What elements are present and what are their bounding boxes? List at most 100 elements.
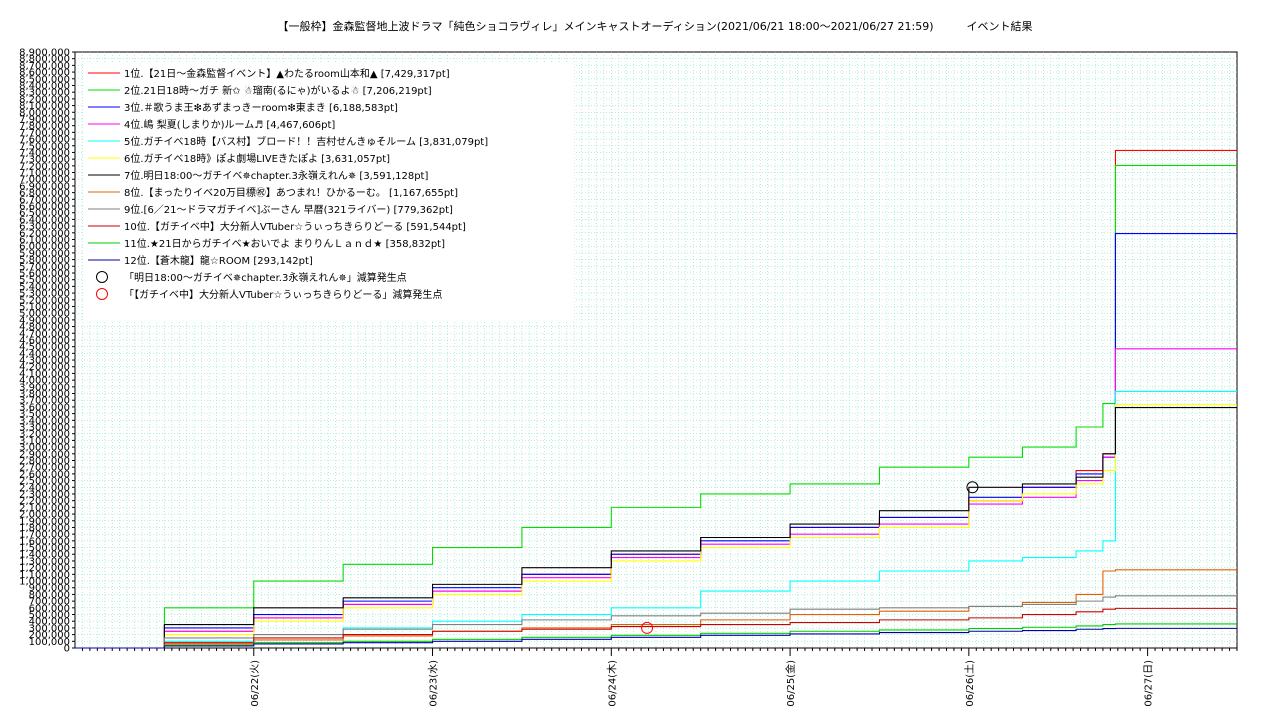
- y-tick-label: 2,500,000: [19, 476, 70, 487]
- chart-title: 【一般枠】金森監督地上波ドラマ「純色ショコラヴィレ」メインキャストオーディション…: [277, 19, 1032, 33]
- y-tick-label: 6,400,000: [19, 215, 70, 226]
- y-tick-label: 7,300,000: [19, 155, 70, 166]
- y-tick-label: 400,000: [29, 617, 70, 628]
- series-line: [75, 595, 1237, 649]
- y-tick-label: 6,100,000: [19, 235, 70, 246]
- series-line: [75, 569, 1237, 649]
- legend-entry: 9位.[6／21～ドラマガチイベ]ぶーさん 早暦(321ライバー) [779,3…: [124, 203, 453, 216]
- y-tick-label: 1,900,000: [19, 516, 70, 527]
- y-tick-label: 5,300,000: [19, 289, 70, 300]
- legend-box: [84, 62, 574, 320]
- y-tick-label: 7,400,000: [19, 148, 70, 159]
- y-tick-label: 8,800,000: [19, 54, 70, 65]
- y-tick-label: 1,200,000: [19, 563, 70, 574]
- legend: 1位.【21日～金森監督イベント】▲わたるroom山本和▲ [7,429,317…: [84, 62, 574, 320]
- y-tick-label: 4,000,000: [19, 376, 70, 387]
- y-tick-label: 3,800,000: [19, 389, 70, 400]
- x-axis-ticks: 06/22(火) 06/23(水) 06/24(木) 06/25(金) 06/26(土)…: [81, 648, 1238, 707]
- y-tick-label: 800,000: [29, 590, 70, 601]
- y-tick-label: 4,800,000: [19, 322, 70, 333]
- x-tick-label: 06/24(木): [606, 660, 618, 707]
- y-tick-label: 1,800,000: [19, 523, 70, 534]
- y-tick-label: 4,100,000: [19, 369, 70, 380]
- y-tick-label: 200,000: [29, 630, 70, 641]
- y-axis-ticks: 0100,000200,000300,000400,000500,000600,…: [19, 48, 75, 655]
- y-tick-label: 700,000: [29, 597, 70, 608]
- legend-entry: 1位.【21日～金森監督イベント】▲わたるroom山本和▲ [7,429,317…: [124, 67, 450, 80]
- y-tick-label: 1,300,000: [19, 556, 70, 567]
- y-tick-label: 8,700,000: [19, 61, 70, 72]
- y-tick-label: 2,200,000: [19, 496, 70, 507]
- y-tick-label: 5,200,000: [19, 295, 70, 306]
- y-tick-label: 6,200,000: [19, 228, 70, 239]
- y-tick-label: 500,000: [29, 610, 70, 621]
- y-tick-label: 3,400,000: [19, 416, 70, 427]
- y-tick-label: 3,100,000: [19, 436, 70, 447]
- x-tick-label: 06/26(土): [963, 660, 976, 707]
- y-tick-label: 2,600,000: [19, 469, 70, 480]
- legend-entry: 12位.【蒼木龍】龍☆ROOM [293,142pt]: [124, 254, 313, 267]
- y-tick-label: 8,000,000: [19, 108, 70, 119]
- y-tick-label: 4,900,000: [19, 315, 70, 326]
- y-tick-label: 3,500,000: [19, 409, 70, 420]
- legend-entry: 3位.＃歌うま王❇あずまっきーroom❇東まき [6,188,583pt]: [124, 101, 398, 114]
- y-tick-label: 1,500,000: [19, 543, 70, 554]
- y-tick-label: 1,400,000: [19, 550, 70, 561]
- x-tick-label: 06/27(日): [1144, 660, 1155, 707]
- y-tick-label: 300,000: [29, 623, 70, 634]
- y-tick-label: 4,700,000: [19, 329, 70, 340]
- y-tick-label: 4,500,000: [19, 342, 70, 353]
- deduction-marker: [641, 621, 654, 634]
- legend-marker-entry: 「明日18:00～ガチイベ✵chapter.3永嶺えれん✵」減算発生点: [124, 271, 407, 284]
- y-tick-label: 2,000,000: [19, 510, 70, 521]
- y-tick-label: 3,200,000: [19, 429, 70, 440]
- y-tick-label: 7,900,000: [19, 114, 70, 125]
- series-line: [75, 607, 1237, 649]
- y-tick-label: 6,300,000: [19, 222, 70, 233]
- y-tick-label: 6,900,000: [19, 181, 70, 192]
- y-tick-label: 5,400,000: [19, 282, 70, 293]
- deduction-marker: [966, 481, 979, 494]
- y-tick-label: 5,800,000: [19, 255, 70, 266]
- y-tick-label: 3,700,000: [19, 396, 70, 407]
- y-tick-label: 7,000,000: [19, 175, 70, 186]
- y-tick-label: 5,000,000: [19, 309, 70, 320]
- y-tick-label: 600,000: [29, 603, 70, 614]
- y-tick-label: 3,600,000: [19, 402, 70, 413]
- series-lines: [75, 149, 1237, 649]
- y-tick-label: 6,600,000: [19, 202, 70, 213]
- y-tick-label: 2,100,000: [19, 503, 70, 514]
- y-tick-label: 7,500,000: [19, 141, 70, 152]
- y-tick-label: 8,100,000: [19, 101, 70, 112]
- y-tick-label: 4,600,000: [19, 335, 70, 346]
- y-tick-label: 6,700,000: [19, 195, 70, 206]
- y-tick-label: 8,300,000: [19, 88, 70, 99]
- y-tick-label: 2,900,000: [19, 449, 70, 460]
- y-tick-label: 5,900,000: [19, 248, 70, 259]
- legend-marker-entry: 「【ガチイベ中】大分新人VTuber☆うぃっちきらりどーる」減算発生点: [124, 288, 442, 301]
- deduction-markers: [641, 481, 979, 634]
- y-tick-label: 5,600,000: [19, 268, 70, 279]
- y-tick-label: 4,300,000: [19, 356, 70, 367]
- legend-marker: [96, 271, 108, 283]
- legend-entry: 8位.【まったりイベ20万目標㊗】あつまれ！ひかるーむ。 [1,167,655p…: [124, 186, 458, 199]
- y-tick-label: 100,000: [29, 637, 70, 648]
- y-tick-label: 2,300,000: [19, 489, 70, 500]
- y-tick-label: 2,700,000: [19, 463, 70, 474]
- legend-entry: 11位.★21日からガチイベ★おいでよ まりりんＬａｎｄ★ [358,832pt…: [124, 237, 445, 250]
- y-tick-label: 8,600,000: [19, 68, 70, 79]
- legend-entry: 10位.【ガチイベ中】大分新人VTuber☆うぃっちきらりどーる [591,54…: [124, 220, 466, 233]
- legend-entry: 7位.明日18:00～ガチイベ✵chapter.3永嶺えれん✵ [3,591,1…: [124, 169, 428, 182]
- legend-entry: 4位.嶋 梨夏(しまりか)ルーム♬ [4,467,606pt]: [124, 118, 335, 131]
- series-line: [75, 627, 1237, 649]
- y-tick-label: 1,000,000: [19, 577, 70, 588]
- y-tick-label: 8,900,000: [19, 48, 70, 59]
- y-tick-label: 7,800,000: [19, 121, 70, 132]
- y-tick-label: 1,100,000: [19, 570, 70, 581]
- y-tick-label: 6,500,000: [19, 208, 70, 219]
- y-tick-label: 7,700,000: [19, 128, 70, 139]
- series-line: [75, 406, 1237, 649]
- y-tick-label: 3,000,000: [19, 443, 70, 454]
- y-tick-label: 7,200,000: [19, 161, 70, 172]
